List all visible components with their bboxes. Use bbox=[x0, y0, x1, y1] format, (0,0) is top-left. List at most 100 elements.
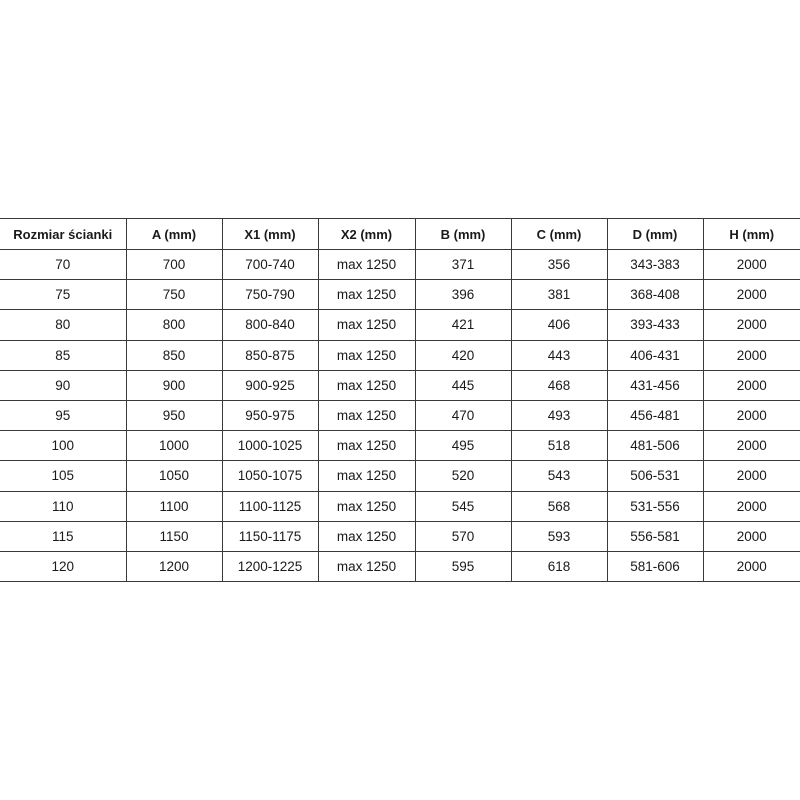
table-cell: 545 bbox=[414, 490, 512, 522]
table-row: 75 750 750-790 max 1250 396 381 368-408 2000 bbox=[0, 279, 800, 311]
table-cell: 593 bbox=[510, 520, 608, 552]
table-cell: 393-433 bbox=[606, 309, 704, 341]
column-header: A (mm) bbox=[125, 218, 223, 250]
table-cell: 105 bbox=[0, 460, 127, 492]
table-cell: 470 bbox=[414, 399, 512, 432]
table-cell: 80 bbox=[0, 309, 127, 341]
table-cell: 568 bbox=[510, 490, 608, 522]
table-cell: 381 bbox=[510, 279, 608, 311]
table-cell: 700-740 bbox=[221, 248, 319, 281]
table-cell: 406 bbox=[510, 309, 608, 341]
table-cell: max 1250 bbox=[317, 279, 416, 311]
table-cell: 396 bbox=[414, 279, 512, 311]
table-cell: 2000 bbox=[702, 490, 800, 522]
table-cell: 1050 bbox=[125, 460, 223, 492]
table-cell: 1050-1075 bbox=[221, 460, 319, 492]
column-header: C (mm) bbox=[510, 218, 608, 250]
table-cell: max 1250 bbox=[317, 430, 416, 462]
table-cell: 75 bbox=[0, 279, 127, 311]
table-cell: 2000 bbox=[702, 520, 800, 552]
table-cell: 618 bbox=[510, 550, 608, 583]
table-cell: max 1250 bbox=[317, 550, 416, 583]
table-cell: max 1250 bbox=[317, 490, 416, 522]
dimensions-table: Rozmiar ścianki A (mm) X1 (mm) X2 (mm) B (mm… bbox=[0, 218, 800, 583]
table-cell: 950 bbox=[125, 399, 223, 432]
table-cell: 1200 bbox=[125, 550, 223, 583]
table-cell: 518 bbox=[510, 430, 608, 462]
table-row: 100 1000 1000-1025 max 1250 495 518 481-506 200… bbox=[0, 430, 800, 462]
column-header: X2 (mm) bbox=[317, 218, 416, 250]
table-cell: max 1250 bbox=[317, 399, 416, 432]
table-cell: 750-790 bbox=[221, 279, 319, 311]
table-row: 115 1150 1150-1175 max 1250 570 593 556-581 200… bbox=[0, 520, 800, 552]
table-cell: max 1250 bbox=[317, 369, 416, 401]
table-cell: 2000 bbox=[702, 339, 800, 371]
table-row: 90 900 900-925 max 1250 445 468 431-456 2000 bbox=[0, 369, 800, 401]
table-cell: 950-975 bbox=[221, 399, 319, 432]
table-cell: 85 bbox=[0, 339, 127, 371]
column-header: Rozmiar ścianki bbox=[0, 218, 127, 250]
table-cell: 421 bbox=[414, 309, 512, 341]
table-cell: 406-431 bbox=[606, 339, 704, 371]
table-cell: 1100 bbox=[125, 490, 223, 522]
table-cell: 495 bbox=[414, 430, 512, 462]
table-cell: 493 bbox=[510, 399, 608, 432]
table-cell: 581-606 bbox=[606, 550, 704, 583]
table-cell: 570 bbox=[414, 520, 512, 552]
table-cell: 556-581 bbox=[606, 520, 704, 552]
table-cell: 2000 bbox=[702, 309, 800, 341]
table-cell: 443 bbox=[510, 339, 608, 371]
table-cell: 70 bbox=[0, 248, 127, 281]
table-cell: 343-383 bbox=[606, 248, 704, 281]
table-cell: 700 bbox=[125, 248, 223, 281]
table-cell: 115 bbox=[0, 520, 127, 552]
table-cell: 2000 bbox=[702, 399, 800, 432]
column-header: D (mm) bbox=[606, 218, 704, 250]
table-cell: 900-925 bbox=[221, 369, 319, 401]
table-cell: 750 bbox=[125, 279, 223, 311]
table-cell: 110 bbox=[0, 490, 127, 522]
table-cell: 2000 bbox=[702, 460, 800, 492]
table-cell: 531-556 bbox=[606, 490, 704, 522]
table-cell: 2000 bbox=[702, 279, 800, 311]
table-cell: 520 bbox=[414, 460, 512, 492]
column-header: B (mm) bbox=[414, 218, 512, 250]
table-cell: 2000 bbox=[702, 248, 800, 281]
table-cell: 800-840 bbox=[221, 309, 319, 341]
table-cell: 431-456 bbox=[606, 369, 704, 401]
header-row: Rozmiar ścianki A (mm) X1 (mm) X2 (mm) B (mm… bbox=[0, 218, 800, 250]
table-cell: 2000 bbox=[702, 369, 800, 401]
table-cell: 1100-1125 bbox=[221, 490, 319, 522]
table-cell: 1000-1025 bbox=[221, 430, 319, 462]
table-cell: 445 bbox=[414, 369, 512, 401]
table-cell: 900 bbox=[125, 369, 223, 401]
table-row: 110 1100 1100-1125 max 1250 545 568 531-556 200… bbox=[0, 490, 800, 522]
table-cell: 850 bbox=[125, 339, 223, 371]
table-cell: max 1250 bbox=[317, 248, 416, 281]
table-cell: 420 bbox=[414, 339, 512, 371]
table-row: 70 700 700-740 max 1250 371 356 343-383 2000 bbox=[0, 248, 800, 281]
table-cell: 368-408 bbox=[606, 279, 704, 311]
table-cell: 1200-1225 bbox=[221, 550, 319, 583]
table-cell: 800 bbox=[125, 309, 223, 341]
table-cell: 95 bbox=[0, 399, 127, 432]
table-cell: max 1250 bbox=[317, 339, 416, 371]
table-cell: 468 bbox=[510, 369, 608, 401]
table-cell: 595 bbox=[414, 550, 512, 583]
table-cell: max 1250 bbox=[317, 520, 416, 552]
table-row: 105 1050 1050-1075 max 1250 520 543 506-531 200… bbox=[0, 460, 800, 492]
table-cell: 356 bbox=[510, 248, 608, 281]
table-cell: 506-531 bbox=[606, 460, 704, 492]
table-row: 80 800 800-840 max 1250 421 406 393-433 2000 bbox=[0, 309, 800, 341]
table-cell: 2000 bbox=[702, 430, 800, 462]
table-cell: 120 bbox=[0, 550, 127, 583]
column-header: H (mm) bbox=[702, 218, 800, 250]
table-cell: max 1250 bbox=[317, 309, 416, 341]
table-row: 85 850 850-875 max 1250 420 443 406-431 2000 bbox=[0, 339, 800, 371]
table-cell: 481-506 bbox=[606, 430, 704, 462]
table-cell: 1150-1175 bbox=[221, 520, 319, 552]
table-row: 95 950 950-975 max 1250 470 493 456-481 2000 bbox=[0, 399, 800, 432]
table-cell: 543 bbox=[510, 460, 608, 492]
table-cell: 2000 bbox=[702, 550, 800, 583]
column-header: X1 (mm) bbox=[221, 218, 319, 250]
